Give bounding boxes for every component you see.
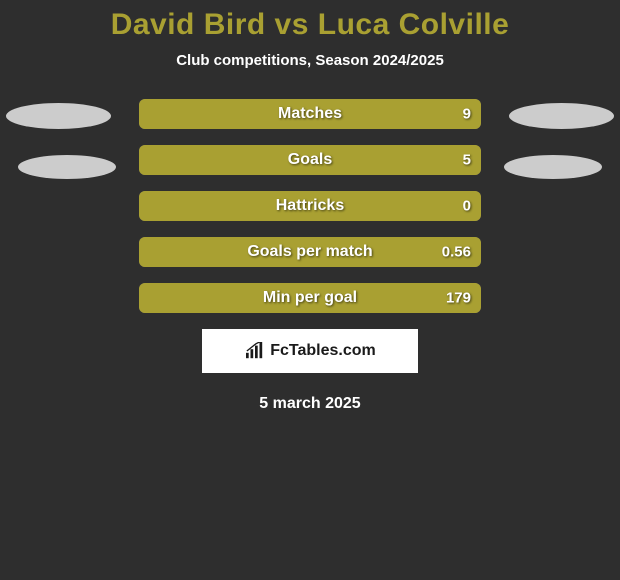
stat-row: Goals per match 0.56 — [139, 237, 481, 267]
title: David Bird vs Luca Colville — [0, 8, 620, 42]
stat-value: 0.56 — [442, 244, 471, 261]
stat-row: Matches 9 — [139, 99, 481, 129]
date: 5 march 2025 — [0, 395, 620, 413]
subtitle: Club competitions, Season 2024/2025 — [0, 52, 620, 69]
stat-value: 0 — [463, 198, 471, 215]
player-right-blob-2 — [504, 155, 602, 179]
stat-label: Goals — [139, 151, 481, 169]
stat-bars: Matches 9 Goals 5 Hattricks 0 Goals per … — [139, 99, 481, 313]
stat-label: Hattricks — [139, 197, 481, 215]
stats-area: Matches 9 Goals 5 Hattricks 0 Goals per … — [0, 99, 620, 313]
stat-value: 5 — [463, 152, 471, 169]
player-left-blob-2 — [18, 155, 116, 179]
logo-box: FcTables.com — [202, 329, 418, 373]
logo: FcTables.com — [244, 342, 376, 360]
stat-label: Goals per match — [139, 243, 481, 261]
stat-row: Min per goal 179 — [139, 283, 481, 313]
player-right-blob-1 — [509, 103, 614, 129]
stat-label: Matches — [139, 105, 481, 123]
stat-label: Min per goal — [139, 289, 481, 307]
stat-value: 9 — [463, 106, 471, 123]
comparison-card: David Bird vs Luca Colville Club competi… — [0, 0, 620, 413]
player-left-blob-1 — [6, 103, 111, 129]
stat-value: 179 — [446, 290, 471, 307]
chart-icon — [244, 342, 266, 360]
stat-row: Goals 5 — [139, 145, 481, 175]
logo-text: FcTables.com — [270, 342, 376, 360]
stat-row: Hattricks 0 — [139, 191, 481, 221]
